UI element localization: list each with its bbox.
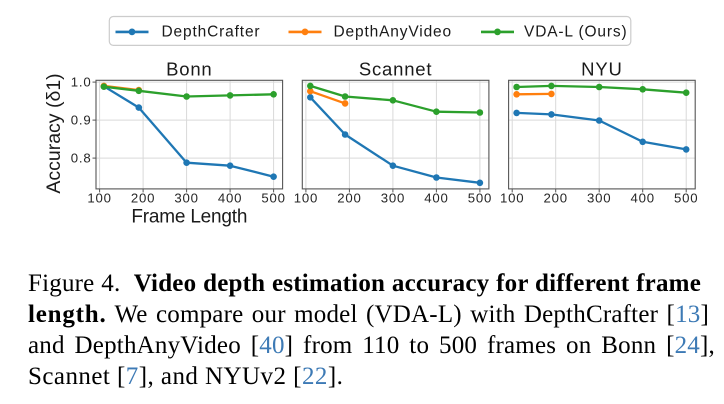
svg-text:100: 100 bbox=[294, 191, 318, 206]
svg-text:Accuracy (δ1): Accuracy (δ1) bbox=[43, 73, 65, 193]
svg-text:200: 200 bbox=[337, 191, 361, 206]
svg-text:0.8: 0.8 bbox=[71, 151, 92, 166]
svg-text:400: 400 bbox=[424, 191, 448, 206]
svg-text:500: 500 bbox=[674, 191, 698, 206]
svg-text:100: 100 bbox=[500, 191, 524, 206]
svg-text:300: 300 bbox=[174, 191, 198, 206]
svg-text:1.0: 1.0 bbox=[71, 75, 92, 90]
svg-text:0.9: 0.9 bbox=[71, 113, 92, 128]
svg-text:VDA-L (Ours): VDA-L (Ours) bbox=[524, 24, 628, 41]
svg-text:500: 500 bbox=[261, 191, 285, 206]
svg-text:Scannet: Scannet bbox=[359, 59, 433, 80]
svg-text:200: 200 bbox=[543, 191, 567, 206]
svg-text:500: 500 bbox=[468, 191, 492, 206]
svg-text:Frame Length: Frame Length bbox=[131, 206, 247, 227]
svg-text:400: 400 bbox=[218, 191, 242, 206]
svg-text:200: 200 bbox=[131, 191, 155, 206]
svg-text:300: 300 bbox=[587, 191, 611, 206]
svg-text:DepthCrafter: DepthCrafter bbox=[162, 24, 261, 41]
svg-text:Bonn: Bonn bbox=[166, 59, 212, 80]
svg-text:100: 100 bbox=[87, 191, 111, 206]
svg-text:400: 400 bbox=[630, 191, 654, 206]
svg-text:300: 300 bbox=[381, 191, 405, 206]
svg-text:NYU: NYU bbox=[581, 59, 622, 80]
svg-text:DepthAnyVideo: DepthAnyVideo bbox=[334, 24, 452, 41]
